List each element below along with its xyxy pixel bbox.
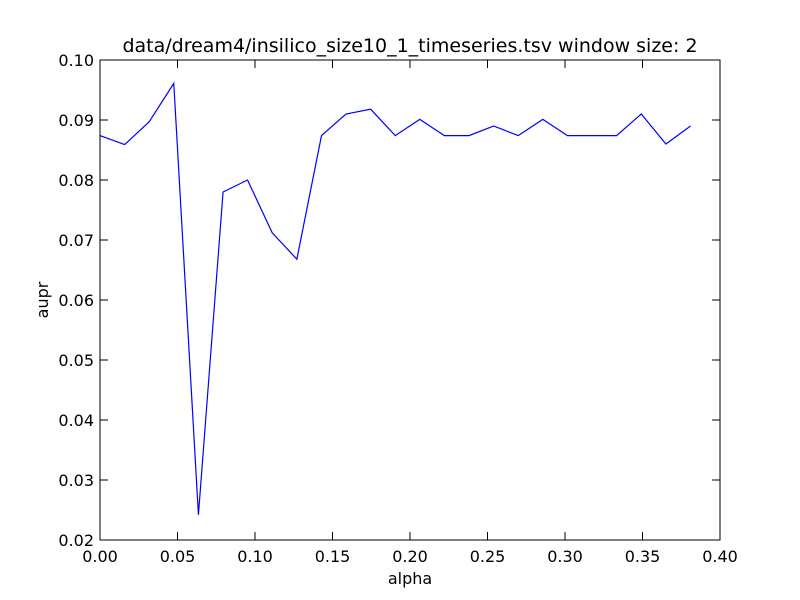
x-tick-label: 0.30	[547, 547, 583, 566]
x-tick-label: 0.20	[392, 547, 428, 566]
y-tick-label: 0.09	[58, 111, 94, 130]
x-tick-label: 0.40	[702, 547, 738, 566]
x-tick-label: 0.05	[160, 547, 196, 566]
plot-frame	[99, 59, 721, 541]
x-tick-label: 0.25	[470, 547, 506, 566]
y-tick-label: 0.02	[58, 531, 94, 550]
y-tick-label: 0.04	[58, 411, 94, 430]
y-axis-ticks: 0.02 0.03 0.04 0.05 0.06 0.07 0.08 0.09 0.10	[58, 51, 720, 550]
chart-title: data/dream4/insilico_size10_1_timeseries…	[122, 35, 697, 57]
x-tick-label: 0.15	[315, 547, 351, 566]
y-tick-label: 0.06	[58, 291, 94, 310]
y-axis-label: aupr	[33, 281, 52, 318]
plot-area	[99, 81, 691, 515]
x-axis-label: alpha	[388, 569, 432, 588]
x-tick-label: 0.00	[82, 547, 118, 566]
y-tick-label: 0.08	[58, 171, 94, 190]
y-tick-label: 0.07	[58, 231, 94, 250]
x-tick-label: 0.35	[625, 547, 661, 566]
y-tick-label: 0.03	[58, 471, 94, 490]
y-tick-label: 0.05	[58, 351, 94, 370]
series-line	[99, 81, 691, 515]
y-tick-label: 0.10	[58, 51, 94, 70]
x-tick-label: 0.10	[237, 547, 273, 566]
x-axis-ticks: 0.00 0.05 0.10 0.15 0.20 0.25 0.30 0.35 0.40	[82, 60, 738, 566]
